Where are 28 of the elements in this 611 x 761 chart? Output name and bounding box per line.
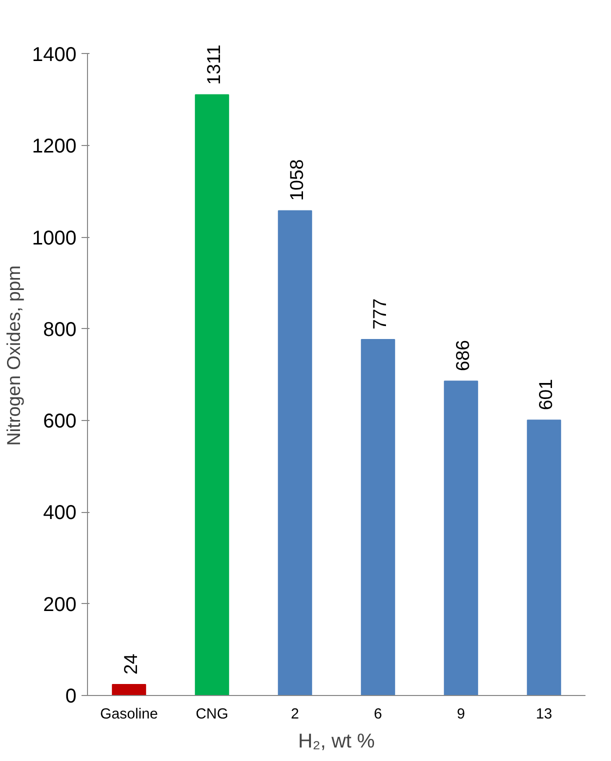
- y-tick-label: 0: [65, 686, 76, 708]
- data-label: 601: [535, 378, 556, 410]
- bar: [278, 210, 312, 696]
- y-axis-title: Nitrogen Oxides, ppm: [3, 265, 24, 446]
- data-label: 777: [369, 298, 390, 330]
- bar: [360, 338, 396, 696]
- bar: [444, 380, 478, 696]
- bar: [112, 684, 146, 696]
- x-tick-label: Gasoline: [100, 706, 158, 722]
- y-tick-label: 1200: [32, 136, 77, 158]
- data-label: 1311: [203, 44, 224, 85]
- x-tick-label: 2: [290, 706, 300, 722]
- x-tick-label: 6: [374, 706, 382, 722]
- y-tick-label: 1400: [32, 44, 77, 66]
- x-tick-label: CNG: [196, 706, 228, 722]
- y-tick-label: 400: [43, 502, 77, 524]
- y-tick-label: 800: [43, 318, 77, 341]
- y-tick-label: 600: [43, 410, 77, 433]
- x-tick-label: 13: [536, 706, 552, 722]
- data-label: 1058: [286, 159, 307, 201]
- data-label: 24: [120, 654, 141, 675]
- bar: [194, 94, 230, 696]
- x-tick-label: 9: [456, 706, 466, 722]
- x-axis-title: H₂, wt %: [298, 730, 376, 752]
- data-label: 686: [452, 340, 473, 372]
- y-tick-label: 1000: [32, 227, 77, 250]
- y-tick-label: 200: [43, 594, 77, 616]
- bar: [526, 420, 562, 696]
